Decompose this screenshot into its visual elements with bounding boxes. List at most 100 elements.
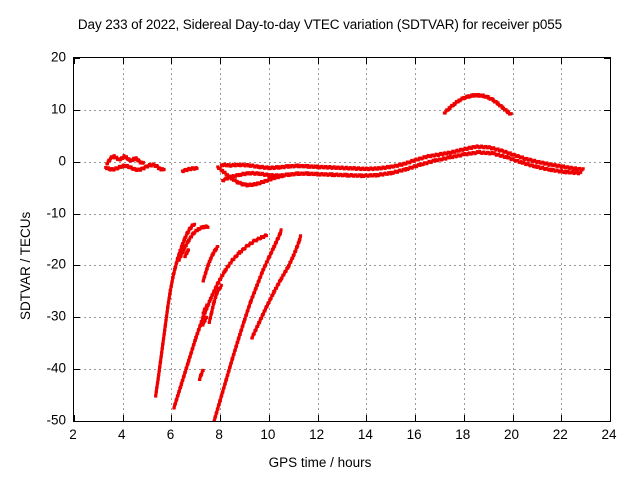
data-marker <box>251 295 255 299</box>
data-marker <box>448 107 452 111</box>
data-marker <box>264 307 267 311</box>
data-marker <box>190 235 194 239</box>
data-series <box>154 222 197 398</box>
data-marker <box>185 366 189 370</box>
data-marker <box>152 163 156 167</box>
data-marker <box>266 258 270 262</box>
data-marker <box>523 161 527 165</box>
data-marker <box>164 321 168 325</box>
data-marker <box>231 357 235 361</box>
data-marker <box>163 327 167 331</box>
data-marker <box>278 231 282 235</box>
data-marker <box>253 291 257 295</box>
data-marker <box>187 248 191 252</box>
data-marker <box>212 300 216 303</box>
data-marker <box>501 149 505 153</box>
data-marker <box>268 254 272 258</box>
data-marker <box>407 167 411 171</box>
data-marker <box>184 233 188 237</box>
data-marker <box>200 317 204 321</box>
data-marker <box>284 269 288 273</box>
data-marker <box>257 278 261 282</box>
data-marker <box>164 323 168 327</box>
data-marker <box>131 159 135 163</box>
data-marker <box>272 290 276 294</box>
data-marker <box>260 316 264 320</box>
data-marker <box>180 382 184 386</box>
y-tick-label: 20 <box>50 49 66 65</box>
data-marker <box>454 101 458 105</box>
data-marker <box>175 260 179 264</box>
data-marker <box>169 284 173 288</box>
data-series <box>105 154 145 166</box>
data-marker <box>456 100 460 104</box>
data-marker <box>169 288 173 292</box>
data-marker <box>154 389 158 393</box>
data-series <box>216 165 286 188</box>
data-marker <box>215 247 219 251</box>
data-series <box>207 283 223 324</box>
data-marker <box>501 154 505 158</box>
data-marker <box>203 274 207 278</box>
data-marker <box>162 334 166 338</box>
data-marker <box>294 248 298 252</box>
data-marker <box>178 251 182 255</box>
data-marker <box>280 275 284 279</box>
data-marker <box>275 240 279 244</box>
data-marker <box>223 382 227 386</box>
data-marker <box>166 303 170 307</box>
data-marker <box>156 375 160 379</box>
data-marker <box>256 322 260 326</box>
data-marker <box>170 280 174 284</box>
data-marker <box>235 253 239 257</box>
data-marker <box>214 414 218 418</box>
data-marker <box>193 222 197 226</box>
data-marker <box>157 373 161 377</box>
data-marker <box>191 345 195 349</box>
data-marker <box>217 402 221 406</box>
data-marker <box>227 263 231 267</box>
x-tick-label: 20 <box>504 427 520 442</box>
data-marker <box>496 147 500 151</box>
data-marker <box>141 160 145 164</box>
data-marker <box>215 410 219 414</box>
data-marker <box>202 313 206 317</box>
data-marker <box>206 263 210 267</box>
data-series <box>180 166 199 174</box>
data-marker <box>502 106 506 110</box>
data-marker <box>400 169 404 173</box>
data-marker <box>207 302 211 306</box>
data-marker <box>238 332 242 336</box>
data-marker <box>494 100 498 104</box>
data-marker <box>269 296 273 300</box>
data-marker <box>187 229 191 233</box>
data-marker <box>173 267 177 271</box>
data-marker <box>154 392 158 396</box>
data-marker <box>298 237 302 241</box>
data-marker <box>246 309 250 312</box>
data-marker <box>206 225 210 229</box>
data-marker <box>108 158 112 162</box>
data-marker <box>176 394 180 398</box>
data-marker <box>142 167 146 171</box>
data-marker <box>256 283 260 287</box>
data-marker <box>264 263 268 267</box>
data-marker <box>175 396 179 400</box>
data-marker <box>197 327 201 331</box>
x-tick-label: 10 <box>260 427 276 442</box>
data-marker <box>271 293 275 297</box>
data-marker <box>185 251 189 255</box>
x-tick-label: 12 <box>309 427 325 442</box>
data-marker <box>436 159 440 163</box>
data-marker <box>486 95 490 99</box>
data-marker <box>158 365 162 369</box>
y-tick-label: -40 <box>46 360 66 376</box>
data-marker <box>259 273 263 277</box>
data-marker <box>233 348 237 352</box>
data-marker <box>251 293 255 297</box>
data-marker <box>579 170 583 174</box>
data-marker <box>225 375 229 379</box>
data-marker <box>259 275 263 279</box>
data-marker <box>202 277 206 281</box>
y-tick-label: 10 <box>50 101 66 117</box>
